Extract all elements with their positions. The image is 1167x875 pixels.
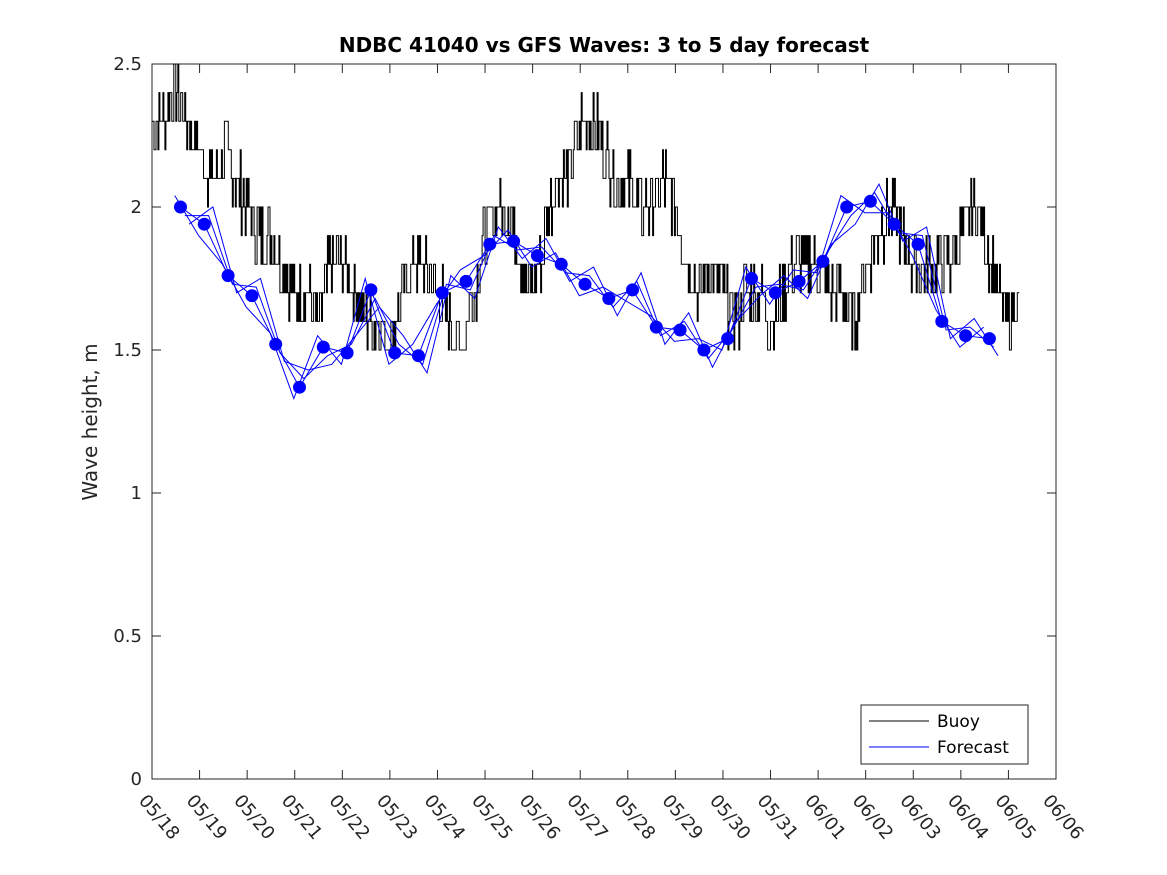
forecast-point bbox=[792, 274, 806, 288]
x-tick-label: 05/23 bbox=[372, 791, 421, 844]
x-tick-label: 05/27 bbox=[562, 791, 611, 844]
forecast-point bbox=[982, 332, 996, 346]
axes-frame bbox=[151, 63, 1057, 780]
x-tick-label: 06/01 bbox=[800, 791, 849, 844]
x-tick-label: 05/25 bbox=[467, 791, 516, 844]
forecast-point bbox=[459, 274, 473, 288]
forecast-point bbox=[197, 217, 211, 231]
legend-buoy-label: Buoy bbox=[937, 712, 980, 732]
forecast-point bbox=[887, 217, 901, 231]
forecast-point bbox=[293, 380, 306, 394]
forecast-point bbox=[221, 269, 235, 283]
forecast-series-line bbox=[188, 182, 999, 375]
forecast-point bbox=[721, 332, 735, 346]
forecast-point bbox=[245, 289, 259, 303]
x-tick-label: 05/29 bbox=[658, 791, 707, 844]
forecast-point bbox=[935, 314, 949, 328]
forecast-point bbox=[911, 237, 925, 251]
forecast-series-line bbox=[184, 191, 995, 380]
legend-box bbox=[860, 704, 1029, 765]
forecast-point bbox=[578, 277, 592, 291]
x-tick-label: 05/30 bbox=[705, 791, 754, 844]
x-tick-label: 05/22 bbox=[324, 791, 373, 844]
forecast-point bbox=[340, 346, 354, 360]
forecast-point bbox=[816, 254, 830, 268]
x-tick-label: 05/31 bbox=[753, 791, 802, 844]
x-tick-label: 05/18 bbox=[134, 791, 183, 844]
x-tick-label: 05/24 bbox=[420, 791, 469, 844]
forecast-point bbox=[364, 283, 378, 297]
x-tick-label: 06/03 bbox=[895, 791, 944, 844]
forecast-point bbox=[174, 200, 187, 214]
y-tick-label: 2 bbox=[131, 197, 142, 218]
forecast-point bbox=[649, 320, 663, 334]
y-tick-label: 0.5 bbox=[113, 626, 142, 647]
forecast-point bbox=[435, 286, 449, 300]
forecast-point bbox=[745, 272, 758, 285]
x-tick-label: 06/02 bbox=[848, 791, 897, 844]
x-tick-label: 05/21 bbox=[277, 791, 326, 844]
x-tick-label: 05/26 bbox=[515, 791, 564, 844]
forecast-point bbox=[673, 323, 687, 337]
forecast-point bbox=[388, 346, 402, 360]
x-tick-label: 05/19 bbox=[182, 791, 231, 844]
legend-forecast-label: Forecast bbox=[937, 738, 1009, 758]
forecast-point bbox=[626, 283, 639, 297]
forecast-point bbox=[959, 329, 973, 343]
x-tick-label: 06/06 bbox=[1038, 791, 1087, 844]
x-tick-label: 06/04 bbox=[943, 791, 992, 844]
x-tick-label: 05/28 bbox=[610, 791, 659, 844]
y-tick-label: 0 bbox=[131, 769, 142, 790]
y-tick-label: 1.5 bbox=[113, 340, 142, 361]
forecast-point bbox=[269, 337, 283, 351]
forecast-point bbox=[863, 194, 877, 208]
forecast-point bbox=[316, 340, 330, 354]
forecast-point bbox=[697, 343, 711, 357]
forecast-point bbox=[768, 286, 782, 300]
chart-title: NDBC 41040 vs GFS Waves: 3 to 5 day fore… bbox=[339, 33, 870, 57]
y-axis: 0 0.5 1 1.5 2 2.5 bbox=[113, 54, 1056, 790]
forecast-point bbox=[411, 349, 425, 363]
legend: Buoy Forecast bbox=[860, 704, 1029, 765]
y-tick-label: 2.5 bbox=[113, 54, 142, 75]
forecast-point bbox=[840, 200, 854, 214]
x-tick-label: 05/20 bbox=[229, 791, 278, 844]
forecast-point bbox=[507, 234, 521, 248]
forecast-point bbox=[554, 257, 568, 271]
x-tick-label: 06/05 bbox=[991, 791, 1040, 844]
forecast-point bbox=[530, 249, 544, 263]
y-axis-label: Wave height, m bbox=[78, 343, 102, 500]
forecast-point bbox=[602, 292, 616, 305]
y-tick-label: 1 bbox=[131, 483, 142, 504]
buoy-series-line bbox=[152, 63, 1020, 351]
forecast-point bbox=[483, 237, 497, 251]
plot-area bbox=[151, 63, 1057, 780]
